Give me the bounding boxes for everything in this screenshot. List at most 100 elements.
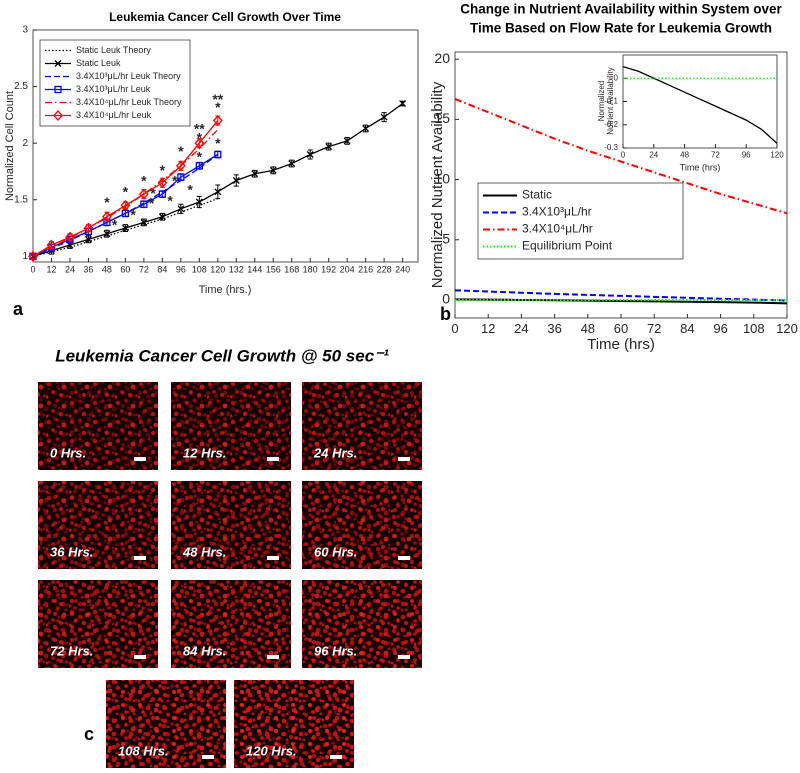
y-tick-label: 20 <box>434 50 450 66</box>
x-tick-label: 12 <box>46 264 56 274</box>
x-tick-label: 168 <box>284 264 299 274</box>
legend-label: 3.4X10⁴μL/hr <box>522 222 593 236</box>
y-tick-label: 2 <box>22 138 28 149</box>
x-tick-label: 240 <box>395 264 410 274</box>
marker <box>158 213 166 221</box>
x-tick-label: 96 <box>713 321 727 336</box>
annotation: * <box>112 216 118 232</box>
marker <box>214 150 222 159</box>
scale-bar <box>398 655 410 659</box>
marker <box>28 250 38 262</box>
legend-label: Static <box>522 188 552 202</box>
x-tick-label: 72 <box>139 264 149 274</box>
legend-label: Static Leuk <box>76 58 121 68</box>
x-tick-label: 108 <box>192 264 207 274</box>
x-tick-label: 48 <box>581 321 595 336</box>
marker <box>65 231 75 243</box>
y-tick-label: -0.2 <box>604 120 618 129</box>
scale-bar <box>202 755 214 759</box>
x-tick-label: 96 <box>742 150 751 159</box>
scale-bar <box>330 755 342 759</box>
image-label: 72 Hrs. <box>50 643 93 658</box>
x-tick-label: 192 <box>321 264 336 274</box>
annotation: ** <box>194 120 205 136</box>
image-label: 48 Hrs. <box>182 544 226 559</box>
marker <box>269 166 277 174</box>
series-line <box>454 298 788 305</box>
x-tick-label: 48 <box>102 264 112 274</box>
legend-label: 3.4X10⁴μL/hr Leuk <box>76 110 152 120</box>
legend-label: 3.4X10⁴μL/hr Leuk Theory <box>76 97 182 107</box>
micrograph-cells <box>171 580 291 668</box>
x-tick-label: 36 <box>547 321 561 336</box>
legend-label: Equilibrium Point <box>522 239 613 253</box>
chart-title: Leukemia Cancer Cell Growth Over Time <box>109 10 341 24</box>
annotation: * <box>197 129 203 145</box>
marker <box>140 200 148 208</box>
micrograph-cells <box>38 382 158 470</box>
image-label: 0 Hrs. <box>50 445 86 460</box>
panel-label: a <box>13 299 24 319</box>
x-tick-label: 144 <box>247 264 262 274</box>
x-tick-label: 96 <box>176 264 186 274</box>
micrograph-cells <box>302 580 422 668</box>
annotation: * <box>130 206 136 222</box>
panel-label: b <box>440 304 451 324</box>
x-tick-label: 132 <box>229 264 244 274</box>
chart-title: Change in Nutrient Availability within S… <box>460 2 782 17</box>
marker <box>158 190 167 198</box>
chart-title: Time Based on Flow Rate for Leukemia Gro… <box>470 21 772 36</box>
y-axis-label: Normalized <box>597 81 606 121</box>
x-tick-label: 0 <box>621 150 626 159</box>
legend-marker <box>53 110 63 121</box>
y-axis-label: Nutrient Availability <box>606 67 615 134</box>
y-tick-label: 10 <box>434 170 450 186</box>
marker <box>177 173 185 181</box>
x-tick-label: 204 <box>340 264 355 274</box>
y-tick-label: -0.1 <box>604 97 618 106</box>
marker <box>46 239 57 251</box>
y-tick-label: 2.5 <box>14 81 28 92</box>
plot-area <box>622 54 778 149</box>
annotation: * <box>215 99 221 115</box>
x-tick-label: 24 <box>65 264 75 274</box>
x-tick-label: 84 <box>157 264 167 274</box>
annotation: * <box>215 135 221 151</box>
x-tick-label: 0 <box>30 264 35 274</box>
legend-label: 3.4X10³μL/hr <box>522 205 592 219</box>
x-tick-label: 180 <box>303 264 318 274</box>
y-tick-label: 0 <box>442 291 450 307</box>
scale-bar <box>398 556 410 560</box>
legend-marker <box>54 85 62 94</box>
scale-bar <box>267 556 279 560</box>
marker <box>102 211 112 223</box>
annotation: * <box>141 172 147 188</box>
x-tick-label: 36 <box>83 264 93 274</box>
series-line <box>454 289 788 302</box>
legend-label: 3.4X10³μL/hr Leuk <box>76 84 151 94</box>
marker <box>212 115 223 127</box>
series-line <box>32 198 219 257</box>
annotation: * <box>167 193 173 209</box>
y-tick-label: 0 <box>614 73 619 82</box>
x-tick-label: 228 <box>377 264 392 274</box>
panel-title: Leukemia Cancer Cell Growth @ 50 sec⁻¹ <box>55 346 389 365</box>
x-tick-label: 48 <box>680 150 689 159</box>
x-tick-label: 12 <box>481 321 495 336</box>
legend-marker <box>54 60 62 67</box>
micrograph-cells <box>106 680 226 768</box>
annotation: * <box>178 143 184 159</box>
annotation: * <box>150 185 156 201</box>
image-label: 108 Hrs. <box>118 743 169 758</box>
marker <box>157 177 168 189</box>
scale-bar <box>134 655 146 659</box>
x-tick-label: 24 <box>514 321 528 336</box>
x-tick-label: 84 <box>680 321 694 336</box>
image-label: 24 Hrs. <box>313 445 357 460</box>
scale-bar <box>134 556 146 560</box>
x-tick-label: 72 <box>647 321 661 336</box>
micrograph-cells <box>38 481 158 569</box>
marker <box>343 137 351 145</box>
y-axis-label: Normalized Cell Count <box>4 91 16 201</box>
x-tick-label: 120 <box>770 150 784 159</box>
